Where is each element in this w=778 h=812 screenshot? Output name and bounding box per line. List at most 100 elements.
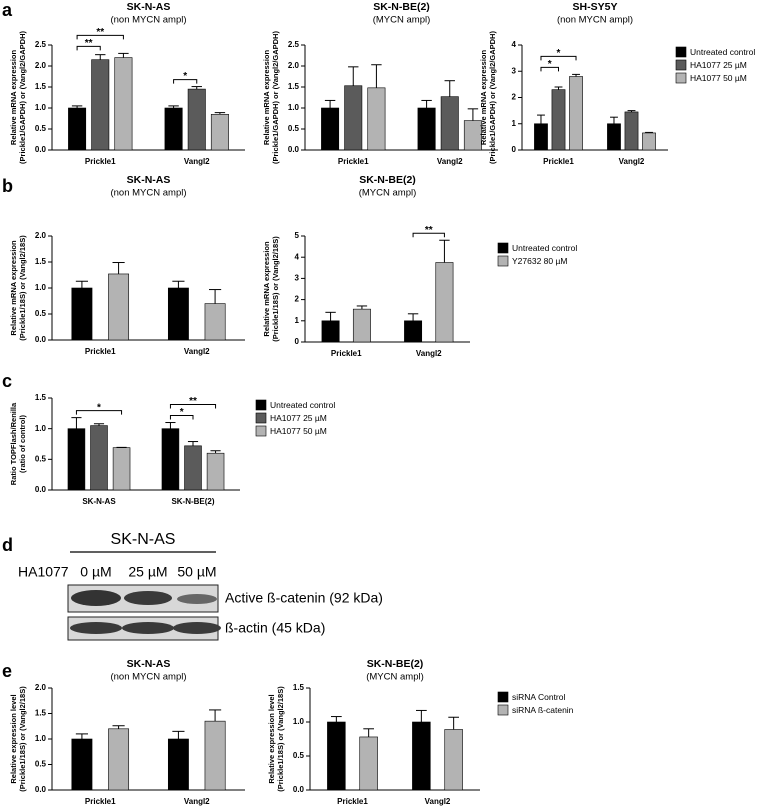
bar: [463, 120, 482, 151]
bar: [108, 728, 130, 791]
bar: [68, 107, 87, 151]
bar: [210, 114, 229, 151]
significance-bracket: [540, 66, 559, 72]
bar: [67, 428, 86, 491]
blot-lane: 0 µM: [80, 564, 111, 580]
x-tick-label: Vangl2: [437, 157, 463, 166]
blot-band: [122, 622, 174, 634]
bar: [624, 111, 639, 151]
blot-band-label: Active ß-catenin (92 kDa): [225, 590, 383, 606]
bar: [352, 308, 371, 343]
bar: [71, 738, 93, 791]
y-axis-label: (Prickle1/GAPDH) or (Vangl2/GAPDH): [271, 31, 280, 164]
y-axis-label: Relative expression level: [9, 694, 18, 783]
bar: [607, 123, 621, 151]
y-tick-label: 1.5: [35, 393, 47, 402]
y-tick-label: 1.5: [293, 683, 305, 692]
y-tick-label: 1.5: [288, 82, 300, 91]
panel-label: d: [2, 535, 13, 555]
y-axis-label: Ratio TOPFlash/Renilla: [9, 402, 18, 485]
y-tick-label: 0.0: [35, 145, 47, 154]
bar: [204, 303, 226, 341]
y-axis-label: (ratio of control): [18, 415, 27, 473]
y-tick-label: 0: [512, 145, 517, 154]
y-tick-label: 0.0: [35, 485, 47, 494]
chart-subtitle: (non MYCN ampl): [110, 672, 186, 683]
chart: SK-N-BE(2) (MYCN ampl) Relative mRNA expre…: [262, 1, 498, 166]
significance-label: *: [548, 59, 552, 70]
legend-swatch: [255, 412, 267, 424]
chart: SK-N-AS (non MYCN ampl) Relative mRNA expr…: [9, 1, 245, 166]
chart: SK-N-AS (non MYCN ampl) Relative mRNA expr…: [9, 174, 245, 356]
legend-swatch: [675, 46, 687, 58]
significance-bracket: [173, 79, 198, 84]
y-tick-label: 0.5: [35, 454, 47, 463]
legend-label: Y27632 80 µM: [512, 256, 567, 266]
bar: [114, 57, 133, 151]
y-tick-label: 2.5: [288, 40, 300, 49]
x-tick-label: Prickle1: [85, 347, 116, 356]
legend-swatch: [497, 691, 509, 703]
significance-label: **: [425, 225, 433, 236]
y-tick-label: 0.5: [35, 309, 47, 318]
legend-label: HA1077 25 µM: [690, 60, 747, 70]
panel-label: e: [2, 661, 12, 681]
blot-lane: 50 µM: [177, 564, 216, 580]
legend-label: Untreated control: [690, 47, 755, 57]
legend-swatch: [255, 425, 267, 437]
legend-swatch: [497, 704, 509, 716]
blot-band: [173, 622, 221, 634]
bar: [551, 89, 566, 151]
y-tick-label: 5: [295, 231, 300, 240]
chart-subtitle: (non MYCN ampl): [110, 15, 186, 26]
x-tick-label: Vangl2: [184, 797, 210, 806]
chart-title: SK-N-BE(2): [373, 1, 430, 13]
bar: [344, 85, 363, 151]
y-tick-label: 4: [512, 40, 517, 49]
x-tick-label: Prickle1: [337, 797, 368, 806]
bar: [440, 96, 459, 151]
significance-label: **: [85, 38, 93, 49]
bar: [164, 107, 183, 151]
y-tick-label: 0.5: [35, 760, 47, 769]
x-tick-label: Vangl2: [619, 157, 645, 166]
chart: SK-N-BE(2) (MYCN ampl) Relative expression…: [267, 658, 574, 806]
bar: [167, 738, 189, 791]
significance-bracket: [76, 34, 124, 40]
blot-band: [124, 591, 172, 605]
legend-swatch: [497, 255, 509, 267]
x-tick-label: Vangl2: [425, 797, 451, 806]
x-tick-label: Vangl2: [416, 349, 442, 358]
chart: Ratio TOPFlash/Renilla (ratio of control)…: [9, 393, 335, 506]
y-tick-label: 1.5: [35, 82, 47, 91]
western-blot: SK-N-AS HA1077 0 µM 25 µM 50 µM Active ß…: [18, 531, 383, 641]
bar: [187, 88, 206, 151]
y-axis-label: Relative mRNA expression: [9, 50, 18, 146]
chart-subtitle: (MYCN ampl): [359, 188, 417, 199]
bar: [359, 736, 378, 791]
chart-title: SK-N-AS: [127, 174, 171, 186]
bar: [184, 445, 202, 491]
bar: [91, 59, 110, 151]
chart-subtitle: (non MYCN ampl): [557, 15, 633, 26]
panel-label: a: [2, 0, 13, 20]
y-tick-label: 1: [295, 316, 300, 325]
x-tick-label: Prickle1: [543, 157, 574, 166]
bar: [642, 132, 656, 151]
bar: [204, 720, 226, 791]
bar: [569, 76, 583, 151]
y-tick-label: 0: [295, 337, 300, 346]
significance-label: *: [183, 71, 187, 82]
significance-label: *: [97, 402, 101, 413]
bar: [367, 87, 386, 151]
blot-lane: 25 µM: [128, 564, 167, 580]
x-tick-label: Vangl2: [184, 157, 210, 166]
significance-bracket: [75, 410, 123, 415]
bar: [90, 425, 108, 491]
legend-swatch: [255, 399, 267, 411]
legend-label: Untreated control: [512, 243, 577, 253]
significance-bracket: [540, 55, 577, 61]
bar: [435, 262, 454, 343]
blot-treatment: HA1077: [18, 564, 69, 580]
